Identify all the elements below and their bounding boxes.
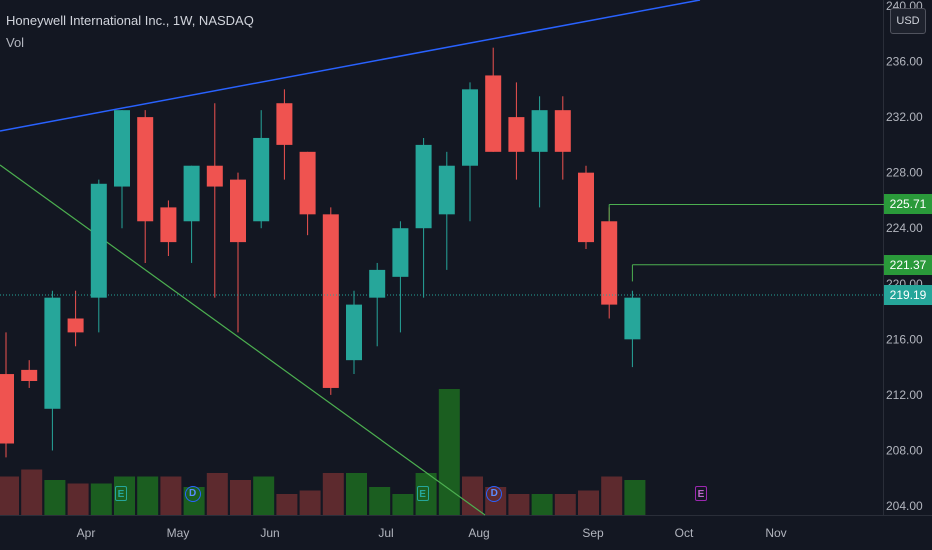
x-tick-label: Sep: [582, 526, 604, 540]
x-tick-label: Nov: [765, 526, 786, 540]
chart-legend: Honeywell International Inc., 1W, NASDAQ…: [6, 10, 254, 54]
volume-bar: [206, 473, 228, 515]
volume-bar: [137, 476, 159, 515]
trendline-lower: [0, 164, 486, 516]
volume-bar: [346, 473, 367, 515]
volume-bar: [322, 473, 344, 515]
candle-body: [160, 207, 177, 243]
y-tick-label: 212.00: [886, 388, 923, 402]
y-tick-label: 204.00: [886, 499, 923, 513]
candle-body: [508, 117, 525, 152]
volume-bar: [415, 473, 437, 515]
volume-bar: [392, 494, 414, 515]
candle-body: [531, 110, 548, 152]
earnings-marker[interactable]: E: [695, 486, 707, 501]
volume-bar: [624, 480, 646, 515]
candle-body: [183, 165, 200, 222]
candle-body: [601, 221, 618, 305]
last-price-tag: 219.19: [884, 285, 932, 306]
y-tick-label: 216.00: [886, 332, 923, 346]
level-tag-upper: 225.71: [884, 194, 932, 215]
x-tick-label: Jun: [260, 526, 279, 540]
volume-bar: [44, 480, 66, 515]
candle-body: [0, 374, 14, 444]
candle-body: [624, 297, 641, 340]
trendline-upper: [0, 0, 701, 132]
volume-label[interactable]: Vol: [6, 35, 25, 50]
candle-body: [67, 318, 84, 333]
candle-body: [415, 144, 432, 229]
currency-badge[interactable]: USD: [890, 8, 926, 34]
y-tick-label: 224.00: [886, 221, 923, 235]
earnings-marker[interactable]: E: [115, 486, 127, 501]
volume-bar: [578, 490, 599, 515]
candle-body: [554, 110, 571, 152]
candle-body: [369, 269, 386, 298]
volume-bar: [230, 480, 251, 515]
candle-body: [346, 304, 362, 361]
earnings-marker[interactable]: E: [416, 486, 429, 501]
volume-bar: [508, 494, 530, 515]
volume-bar: [554, 494, 576, 515]
dividend-marker[interactable]: D: [486, 486, 503, 502]
candle-body: [299, 151, 316, 215]
dividend-marker[interactable]: D: [184, 486, 201, 502]
candle-body: [462, 89, 478, 166]
level-tag-lower: 221.37: [884, 254, 932, 275]
x-tick-label: Apr: [77, 526, 96, 540]
x-tick-label: Oct: [675, 526, 694, 540]
volume-bar: [438, 389, 460, 515]
candle-body: [438, 165, 455, 215]
symbol-title[interactable]: Honeywell International Inc., 1W, NASDAQ: [6, 13, 254, 28]
x-tick-label: Jul: [378, 526, 393, 540]
volume-bar: [0, 476, 19, 515]
volume-bar: [253, 476, 275, 515]
x-tick-label: May: [167, 526, 190, 540]
y-tick-label: 236.00: [886, 55, 923, 69]
volume-bar: [531, 494, 553, 515]
volume-bar: [276, 494, 298, 515]
candle-body: [578, 172, 594, 243]
x-tick-label: Aug: [468, 526, 489, 540]
candle-body: [392, 228, 409, 277]
candle-body: [485, 75, 502, 152]
y-tick-label: 228.00: [886, 166, 923, 180]
candle-body: [206, 165, 223, 187]
candle-body: [253, 137, 270, 222]
volume-bar: [462, 476, 483, 515]
volume-bar: [21, 469, 43, 515]
y-tick-label: 232.00: [886, 110, 923, 124]
volume-bar: [90, 483, 112, 515]
volume-bar: [160, 476, 182, 515]
volume-bar: [299, 490, 321, 515]
candle-body: [276, 103, 293, 145]
volume-bar: [67, 483, 89, 515]
candle-body: [21, 369, 38, 381]
candle-body: [230, 179, 246, 243]
candle-body: [322, 214, 339, 388]
candle-body: [90, 183, 107, 298]
volume-bar: [369, 487, 391, 515]
y-tick-label: 208.00: [886, 443, 923, 457]
candle-body: [137, 117, 154, 222]
candle-body: [114, 110, 130, 187]
volume-bar: [601, 476, 623, 515]
candle-body: [44, 297, 61, 409]
